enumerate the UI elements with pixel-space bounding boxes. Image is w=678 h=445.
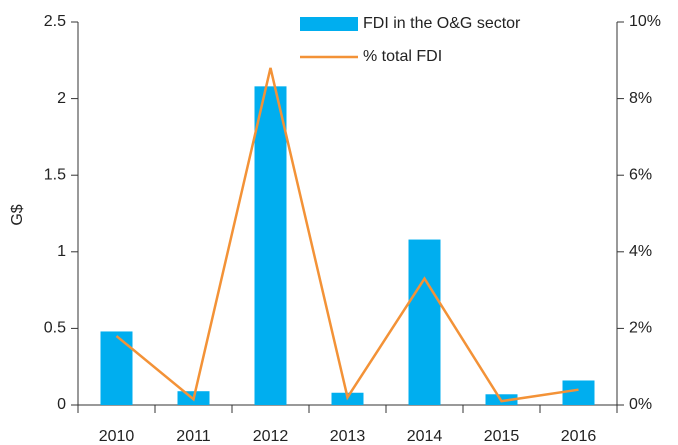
- x-tick-label: 2013: [330, 428, 366, 445]
- x-tick-label: 2012: [253, 428, 289, 445]
- y2-tick-label: 8%: [629, 90, 652, 107]
- y-tick-label: 0.5: [44, 320, 66, 337]
- y-tick-label: 2.5: [44, 13, 66, 30]
- y-tick-label: 1: [57, 243, 66, 260]
- y-tick-label: 0: [57, 396, 66, 413]
- legend-swatch: [300, 17, 358, 31]
- x-tick-label: 2010: [99, 428, 135, 445]
- y-tick-label: 2: [57, 90, 66, 107]
- x-tick-label: 2011: [176, 428, 211, 445]
- x-tick-label: 2015: [484, 428, 520, 445]
- legend-label: % total FDI: [363, 48, 442, 65]
- y-tick-label: 1.5: [44, 166, 66, 183]
- line: [115, 67, 579, 403]
- bar: [562, 380, 595, 405]
- x-tick-label: 2014: [407, 428, 443, 445]
- bar: [408, 239, 441, 405]
- y-axis-label: G$: [9, 204, 26, 225]
- y2-tick-label: 10%: [629, 13, 661, 30]
- bar: [100, 331, 133, 405]
- y2-tick-label: 0%: [629, 396, 652, 413]
- bar: [254, 86, 287, 406]
- x-tick-label: 2016: [561, 428, 597, 445]
- y2-tick-label: 4%: [629, 243, 652, 260]
- legend-label: FDI in the O&G sector: [363, 15, 521, 32]
- y2-tick-label: 2%: [629, 320, 652, 337]
- y2-tick-label: 6%: [629, 166, 652, 183]
